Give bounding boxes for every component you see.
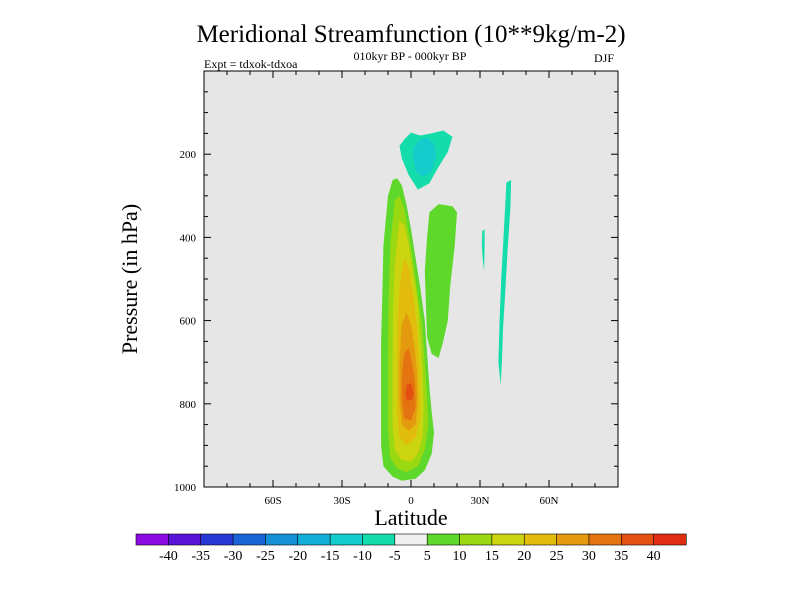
- contour-spos-30: [401, 347, 416, 421]
- period-label: 010kyr BP - 000kyr BP: [354, 49, 467, 63]
- colorbar-label: -15: [321, 549, 340, 564]
- y-tick-label: 1000: [174, 482, 197, 494]
- colorbar-swatch: [653, 533, 687, 546]
- colorbar-swatch: [168, 533, 202, 546]
- y-tick-label: 600: [180, 316, 197, 328]
- colorbar-label: -30: [224, 549, 243, 564]
- y-tick-label: 800: [180, 399, 197, 411]
- expt-label: Expt = tdxok-tdxoa: [204, 57, 298, 71]
- colorbar-swatch: [459, 533, 493, 546]
- colorbar-label: 20: [517, 549, 531, 564]
- y-axis-title: Pressure (in hPa): [117, 204, 142, 354]
- contour-hl-neg-10: [498, 180, 512, 386]
- plot-area: [203, 70, 619, 488]
- x-tick-label: 0: [408, 495, 414, 507]
- colorbar-swatch: [556, 533, 590, 546]
- colorbar-swatch: [200, 533, 234, 546]
- colorbar: -40 -35 -30 -25 -20 -15 -10 -5 5 10 15 20 25 30 35 40: [135, 533, 687, 564]
- colorbar-swatch: [588, 533, 622, 546]
- colorbar-label: -5: [389, 549, 401, 564]
- contour-upper-neg-15: [413, 137, 437, 178]
- x-tick-label: 30S: [333, 495, 350, 507]
- season-label: DJF: [594, 51, 614, 65]
- colorbar-swatch: [265, 533, 299, 546]
- colorbar-swatch: [426, 533, 461, 546]
- colorbar-label: -10: [353, 549, 372, 564]
- colorbar-label: 40: [647, 549, 661, 564]
- colorbar-label: 35: [614, 549, 628, 564]
- x-tick-label: 30N: [471, 495, 490, 507]
- axes: 60S 30S 0 30N 60N 200 400 600 800 1000: [174, 71, 618, 507]
- contour-hl-neg-small: [481, 229, 485, 271]
- colorbar-swatch: [297, 533, 331, 546]
- colorbar-label: 15: [485, 549, 499, 564]
- colorbar-label: -20: [288, 549, 307, 564]
- x-axis-title: Latitude: [374, 505, 447, 530]
- colorbar-label: 10: [453, 549, 467, 564]
- colorbar-label: -40: [159, 549, 178, 564]
- colorbar-label: -35: [191, 549, 210, 564]
- contour-fill: [381, 130, 512, 481]
- y-tick-label: 400: [180, 232, 197, 244]
- y-tick-label: 200: [180, 149, 197, 161]
- colorbar-swatch: [362, 533, 396, 546]
- colorbar-swatch: [491, 533, 525, 546]
- colorbar-swatch: [620, 533, 655, 546]
- chart-title: Meridional Streamfunction (10**9kg/m-2): [196, 21, 625, 48]
- colorbar-label: 30: [582, 549, 596, 564]
- contour-spos-35: [405, 383, 414, 401]
- x-tick-label: 60N: [540, 495, 559, 507]
- x-tick-label: 60S: [264, 495, 281, 507]
- colorbar-label: -25: [256, 549, 275, 564]
- colorbar-swatch: [232, 533, 267, 546]
- colorbar-label: 5: [424, 549, 431, 564]
- colorbar-swatch: [135, 533, 169, 546]
- colorbar-label: 25: [550, 549, 564, 564]
- colorbar-swatch: [523, 533, 558, 546]
- colorbar-swatch: [394, 533, 428, 546]
- colorbar-swatch: [329, 533, 364, 546]
- contour-npos-5: [424, 204, 457, 358]
